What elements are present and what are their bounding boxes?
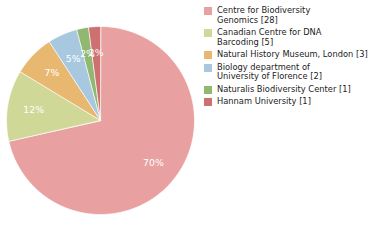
svg-text:7%: 7%: [45, 67, 60, 78]
html-text:Biology department of Universi: Biology department of University of Flor…: [217, 61, 322, 82]
html-text:Natural History Museum, London: Natural History Museum, London [3]: [217, 49, 368, 60]
svg-text:2%: 2%: [89, 47, 104, 58]
html-text:Naturalis Biodiversity Center: Naturalis Biodiversity Center [1]: [217, 83, 351, 94]
html-text:Canadian Centre for DNA Barcod: Canadian Centre for DNA Barcoding [5]: [217, 27, 322, 47]
html-text:Hannam University [1]: Hannam University [1]: [217, 96, 311, 107]
svg-text:5%: 5%: [66, 53, 81, 64]
html-text:Centre for Biodiversity Genomi: Centre for Biodiversity Genomics [28]: [217, 5, 311, 25]
svg-text:2%: 2%: [80, 48, 95, 59]
svg-text:12%: 12%: [23, 104, 44, 115]
svg-text:70%: 70%: [143, 157, 164, 168]
